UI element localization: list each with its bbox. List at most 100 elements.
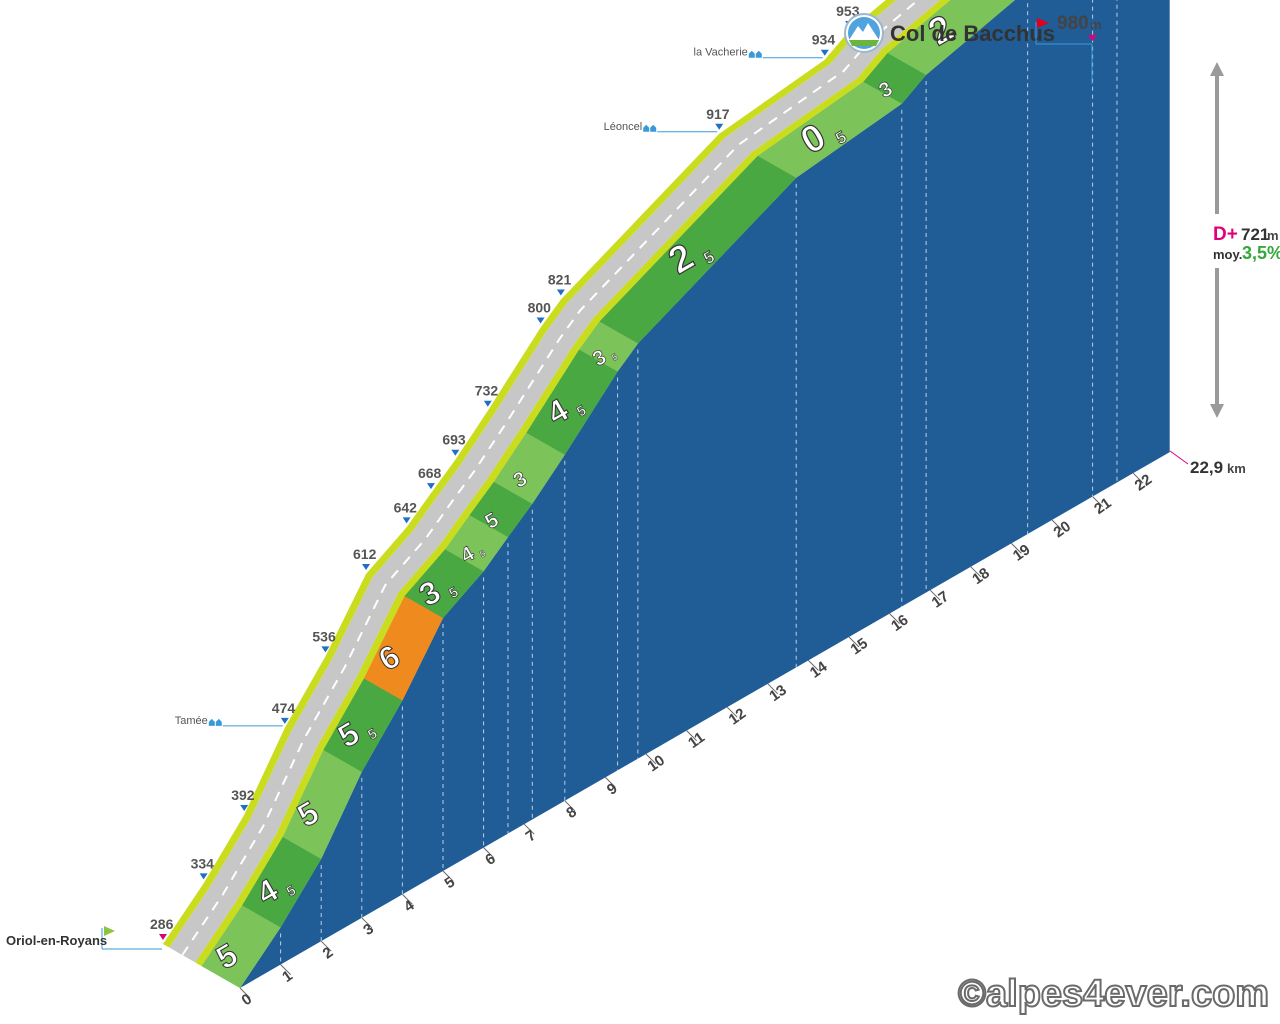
gradient-band [526, 349, 618, 455]
km-tick-mark [523, 823, 535, 835]
altitude-marker [199, 873, 208, 880]
km-tick-label: 20 [1051, 518, 1074, 541]
watermark: ©alpes4ever.com [958, 973, 1269, 1015]
gradient-segments-layer [201, 0, 1015, 988]
km-tick-mark [442, 870, 454, 882]
km-tick-mark [361, 917, 373, 929]
village-icon [748, 50, 762, 58]
km-tick-mark [848, 636, 860, 648]
profile-front-face [240, 0, 1170, 988]
km-tick-label: 8 [563, 803, 580, 822]
altitude-label: 732 [475, 383, 499, 399]
gradient-band [323, 678, 403, 772]
village-icon [643, 124, 657, 132]
summit-name: Col de Bacchus [890, 21, 1055, 46]
km-tick-mark [483, 847, 494, 858]
dplus-unit: m [1267, 228, 1279, 243]
altitude-label: 668 [418, 465, 442, 481]
km-tick-label: 14 [807, 658, 831, 682]
profile-base-layer [240, 0, 1170, 988]
altitude-marker [159, 934, 167, 940]
km-tick-label: 16 [888, 611, 911, 634]
gradient-band [863, 52, 927, 104]
km-tick-mark [402, 894, 413, 905]
altitude-label: 474 [272, 700, 296, 716]
road-surface [169, 0, 941, 963]
km-tick-mark [767, 683, 779, 695]
summit-altitude-unit: m [1090, 17, 1102, 32]
km-tick-mark [1051, 519, 1063, 531]
start-town-label: Oriol-en-Royans [6, 933, 107, 948]
altitude-marker [451, 449, 460, 456]
start-marker: Oriol-en-Royans [6, 926, 162, 950]
km-tick-label: 9 [604, 780, 621, 799]
km-tick-label: 2 [320, 944, 337, 963]
village-icon [208, 718, 222, 726]
km-tick-label: 15 [848, 635, 871, 658]
km-tick-mark [929, 589, 941, 601]
km-tick-mark [686, 730, 697, 741]
dplus-label: D+ [1213, 224, 1238, 245]
gradient-band [242, 836, 322, 928]
altitude-marker [240, 804, 249, 811]
km-tick-label: 3 [360, 920, 377, 939]
gradient-band [445, 515, 508, 572]
km-tick-label: 19 [1010, 541, 1033, 564]
km-tick-label: 5 [442, 874, 459, 893]
gradient-band [599, 155, 797, 344]
altitude-marker [362, 564, 370, 571]
altitude-marker [280, 717, 289, 724]
km-tick-label: 22 [1132, 471, 1155, 494]
total-distance-value: 22,9 [1190, 458, 1223, 477]
altitude-label: 286 [150, 916, 174, 932]
km-tick-label: 13 [766, 682, 789, 705]
altitude-label: 953 [836, 3, 860, 19]
altitude-label: 821 [548, 272, 572, 288]
km-tick-mark [808, 660, 819, 671]
km-tick-mark [970, 566, 982, 578]
altitude-marker [426, 483, 435, 490]
gradient-band [282, 749, 362, 859]
km-tick-label: 0 [239, 991, 256, 1010]
altitude-marker [556, 289, 565, 296]
km-tick-mark [726, 706, 738, 718]
place-label: Léoncel [604, 121, 643, 133]
gradient-decimal: 5 [610, 352, 620, 363]
average-gradient: 3,5% [1242, 243, 1280, 263]
elevation-gain-summary: D+ 721 m moy. 3,5% [1213, 224, 1280, 263]
km-tick-label: 10 [645, 752, 668, 775]
altitude-marker [321, 646, 330, 653]
gradient-band [469, 481, 533, 538]
altitude-label: 392 [231, 787, 255, 803]
altitude-label: 917 [706, 106, 730, 122]
altitude-label: 934 [812, 32, 836, 48]
gradient-band [887, 0, 1015, 75]
mountain-badge-icon [844, 13, 884, 53]
altitude-label: 536 [312, 628, 336, 644]
average-label: moy. [1213, 247, 1242, 262]
summit-marker [1088, 35, 1097, 41]
gradient-band [579, 321, 638, 372]
green-flag-icon [104, 926, 115, 936]
gradient-band [201, 905, 281, 988]
altitude-label: 800 [528, 300, 552, 316]
gradient-decimal: 5 [478, 548, 488, 559]
altitude-labels-layer: 2863343924745366126426686937328008219179… [150, 3, 860, 940]
total-distance: 22,9 km [1169, 450, 1246, 477]
km-tick-label: 4 [401, 897, 418, 916]
altitude-marker [715, 123, 724, 130]
km-tick-mark [1092, 496, 1103, 507]
km-tick-mark [1132, 472, 1144, 484]
gradient-band [757, 81, 902, 178]
total-distance-unit: km [1227, 461, 1246, 476]
gradient-band [363, 596, 443, 701]
altitude-marker [536, 317, 545, 324]
altitude-marker [820, 49, 829, 56]
place-label: la Vacherie [694, 47, 748, 59]
place-label: Tamée [175, 715, 208, 727]
summit-block: Col de Bacchus 980 m [844, 13, 1102, 84]
altitude-label: 334 [191, 855, 215, 871]
km-tick-mark [1011, 543, 1022, 554]
